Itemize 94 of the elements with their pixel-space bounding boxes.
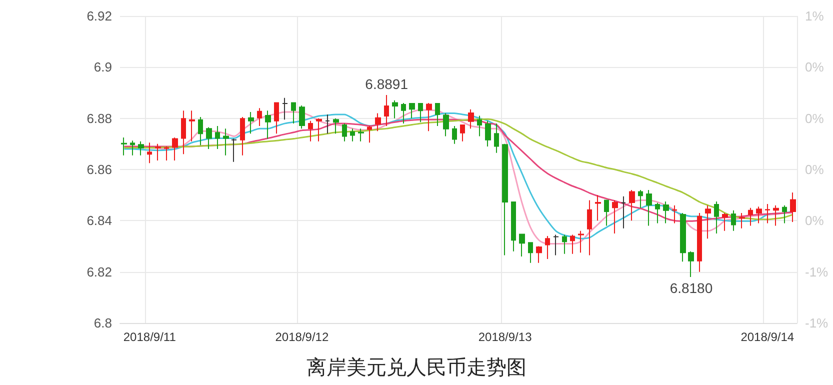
candlestick bbox=[409, 102, 415, 119]
candlestick bbox=[155, 143, 161, 162]
candlestick bbox=[646, 189, 652, 226]
candlestick bbox=[739, 212, 745, 229]
candlestick bbox=[333, 118, 339, 134]
candlestick bbox=[265, 110, 271, 140]
candlestick bbox=[731, 210, 736, 232]
candlestick bbox=[418, 102, 423, 123]
annotation: 6.8180 bbox=[670, 280, 713, 296]
x-tick-label: 2018/9/11 bbox=[123, 330, 176, 344]
candlestick bbox=[629, 189, 635, 222]
x-tick-label: 2018/9/14 bbox=[740, 330, 794, 344]
y-tick-label: 6.84 bbox=[86, 213, 112, 228]
candlestick bbox=[240, 116, 245, 156]
candlestick bbox=[367, 126, 372, 144]
y-tick-label: 6.8 bbox=[94, 316, 112, 330]
candlestick bbox=[705, 204, 711, 240]
candlestick bbox=[325, 114, 330, 134]
candlestick bbox=[164, 146, 169, 162]
candlestick bbox=[562, 234, 567, 254]
y-tick-label: 6.86 bbox=[86, 162, 112, 177]
candlestick bbox=[189, 110, 195, 142]
candlestick bbox=[147, 142, 152, 164]
candlestick bbox=[782, 204, 787, 224]
candlestick bbox=[223, 128, 229, 156]
candlestick bbox=[528, 242, 533, 264]
candlestick bbox=[663, 200, 669, 224]
candlestick bbox=[206, 126, 212, 150]
candlestick bbox=[553, 234, 559, 256]
candlestick bbox=[358, 128, 364, 142]
text: 离岸美元兑人民币走势图 bbox=[306, 356, 526, 379]
candlestick bbox=[612, 200, 618, 234]
candlestick bbox=[257, 108, 262, 127]
candlestick bbox=[511, 201, 516, 252]
candlestick bbox=[248, 111, 254, 134]
candlestick bbox=[375, 112, 381, 132]
candlestick bbox=[121, 137, 127, 156]
candlestick bbox=[655, 202, 660, 224]
candlestick bbox=[688, 250, 694, 278]
candlestick bbox=[291, 102, 296, 124]
candlestick bbox=[316, 118, 322, 142]
candlestick bbox=[198, 116, 203, 146]
candlestick bbox=[519, 234, 525, 257]
candlestick bbox=[231, 138, 237, 162]
candlestick bbox=[308, 120, 313, 142]
candlestick bbox=[282, 97, 288, 120]
candlestick bbox=[578, 230, 584, 254]
candlestick bbox=[765, 204, 770, 224]
candlestick bbox=[435, 102, 440, 127]
candlestick bbox=[342, 122, 347, 142]
candlestick bbox=[485, 120, 491, 147]
x-tick-label: 2018/9/13 bbox=[478, 330, 532, 344]
y-tick-label: 6.88 bbox=[86, 110, 112, 126]
candlestick bbox=[494, 122, 499, 154]
candlestick bbox=[181, 110, 186, 155]
candlestick bbox=[468, 108, 474, 130]
candlestick bbox=[384, 94, 389, 127]
candlestick bbox=[773, 204, 779, 226]
candlestick bbox=[595, 194, 601, 222]
candlestick bbox=[680, 212, 686, 262]
candlestick bbox=[350, 128, 355, 142]
candlestick bbox=[452, 126, 457, 144]
candlestick bbox=[215, 126, 220, 150]
candlestick bbox=[274, 102, 279, 134]
candlestick bbox=[426, 102, 432, 132]
candlestick bbox=[748, 207, 753, 226]
y-tick-label: 6.92 bbox=[86, 8, 112, 24]
candlestick bbox=[299, 105, 305, 130]
candlestick bbox=[545, 236, 550, 260]
candlestick bbox=[443, 112, 449, 137]
candlestick bbox=[401, 102, 406, 124]
candlestick bbox=[672, 204, 677, 224]
candlestick bbox=[570, 234, 575, 254]
candlestick bbox=[697, 212, 702, 272]
candlestick bbox=[502, 143, 508, 256]
y-tick-label: 6.9 bbox=[94, 60, 112, 75]
candlestick bbox=[604, 200, 609, 226]
candlestick bbox=[621, 196, 626, 229]
candlestick bbox=[130, 140, 135, 156]
candlestick bbox=[460, 124, 465, 142]
candlestick bbox=[477, 115, 482, 137]
candlestick bbox=[587, 200, 592, 256]
candlestick bbox=[536, 246, 542, 264]
x-tick-label: 2018/9/12 bbox=[275, 330, 329, 344]
candlestick bbox=[172, 137, 178, 162]
annotation: 6.8891 bbox=[365, 76, 408, 92]
candlestick bbox=[392, 100, 398, 119]
candlestick bbox=[790, 192, 796, 222]
candlestick bbox=[638, 189, 643, 208]
candlestick bbox=[138, 140, 144, 156]
y-tick-label: 6.82 bbox=[86, 264, 112, 280]
candlestick bbox=[722, 212, 728, 232]
candlestick bbox=[714, 200, 719, 234]
candlestick bbox=[756, 206, 762, 224]
